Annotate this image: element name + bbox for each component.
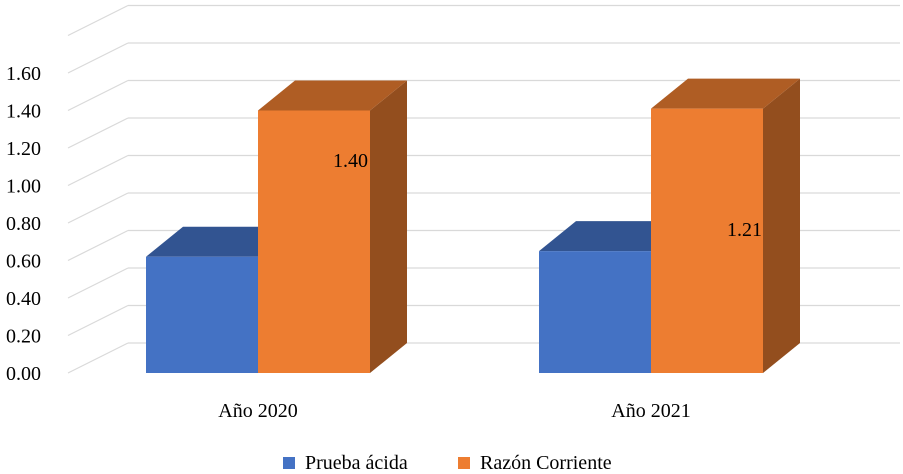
bar-top: [146, 226, 295, 257]
gridline-diagonal: [67, 192, 129, 224]
bar: [651, 78, 800, 373]
bar: [258, 80, 407, 373]
bar-front: [146, 256, 258, 373]
y-tick-label: 0.00: [6, 363, 41, 385]
x-axis-categories: Año 2020 Año 2021: [218, 400, 690, 422]
legend-swatch: [283, 457, 295, 469]
data-label: 1.21: [727, 219, 762, 241]
gridline-diagonal: [67, 342, 129, 374]
data-label: 1.40: [333, 150, 368, 172]
data-labels: 1.40 1.21: [333, 150, 762, 241]
bar-side: [763, 78, 800, 373]
legend-swatch: [458, 457, 470, 469]
bars: [146, 78, 800, 373]
bar-front: [258, 110, 370, 373]
legend-label: Prueba ácida: [305, 452, 408, 474]
legend-label: Razón Corriente: [480, 452, 612, 474]
gridline-diagonal: [67, 304, 129, 337]
y-tick-label: 1.20: [6, 138, 41, 160]
bar-front: [539, 251, 651, 373]
x-category-label: Año 2021: [611, 400, 690, 422]
gridline-diagonal: [67, 117, 129, 149]
bar-top: [539, 221, 688, 252]
y-tick-label: 0.20: [6, 326, 41, 348]
y-tick-label: 1.60: [6, 63, 41, 85]
legend-item: Razón Corriente: [458, 452, 612, 474]
gridline-diagonal: [67, 4, 129, 37]
y-tick-label: 0.40: [6, 288, 41, 310]
bar-side: [370, 80, 407, 373]
legend-item: Prueba ácida: [283, 452, 408, 474]
y-tick-label: 0.80: [6, 213, 41, 235]
gridline-diagonal: [67, 229, 129, 262]
legend: Prueba ácida Razón Corriente: [283, 452, 612, 474]
y-axis-ticks: 0.00 0.20 0.40 0.60 0.80 1.00 1.20 1.40 1.60: [6, 63, 41, 385]
y-tick-label: 1.40: [6, 101, 41, 123]
x-category-label: Año 2020: [218, 400, 297, 422]
gridline-diagonal: [67, 267, 129, 299]
y-tick-label: 0.60: [6, 251, 41, 273]
bar-front: [651, 108, 763, 373]
gridline-diagonal: [67, 42, 129, 74]
gridline-diagonal: [67, 79, 129, 112]
gridline-diagonal: [67, 154, 129, 187]
bar-top: [651, 78, 800, 109]
y-tick-label: 1.00: [6, 176, 41, 198]
bar-top: [258, 80, 407, 111]
